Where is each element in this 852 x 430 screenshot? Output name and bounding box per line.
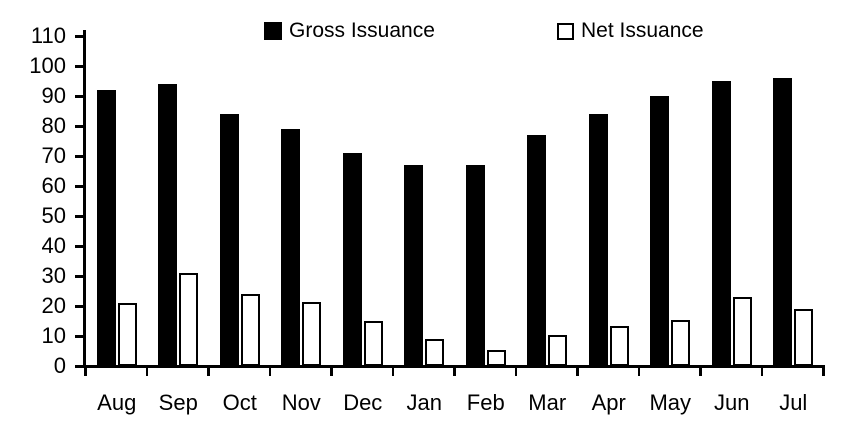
bar-net-mar xyxy=(548,334,568,366)
x-tick xyxy=(453,368,456,376)
y-tick xyxy=(75,185,84,188)
bar-net-dec xyxy=(363,321,383,366)
x-axis-label-feb: Feb xyxy=(466,390,505,415)
y-tick xyxy=(75,65,84,68)
x-tick xyxy=(514,368,517,376)
x-tick xyxy=(760,368,763,376)
y-axis-label-50: 50 xyxy=(41,203,66,228)
bar-gross-mar xyxy=(527,135,547,366)
x-axis-label-jan: Jan xyxy=(406,390,442,415)
y-axis-line xyxy=(83,30,86,368)
legend-item-net-issuance: Net Issuance xyxy=(557,19,704,43)
x-tick xyxy=(268,368,271,376)
x-tick xyxy=(84,368,87,376)
y-tick xyxy=(75,305,84,308)
legend-item-gross-issuance: Gross Issuance xyxy=(264,19,435,43)
y-tick xyxy=(75,215,84,218)
y-tick xyxy=(75,95,84,98)
bar-net-apr xyxy=(609,325,629,366)
bar-gross-jul xyxy=(773,78,793,366)
bar-net-oct xyxy=(240,294,260,366)
y-axis-label-0: 0 xyxy=(53,353,66,378)
bar-gross-feb xyxy=(465,165,485,366)
bar-gross-nov xyxy=(281,129,301,366)
bar-gross-aug xyxy=(96,90,116,366)
bar-net-jun xyxy=(732,297,752,366)
x-tick xyxy=(145,368,148,376)
x-axis-line xyxy=(83,365,825,368)
x-tick xyxy=(207,368,210,376)
gross-issuance-swatch-icon xyxy=(264,22,282,40)
bar-net-nov xyxy=(302,301,322,366)
bar-gross-oct xyxy=(219,114,239,366)
y-tick xyxy=(75,365,84,368)
x-axis-label-jun: Jun xyxy=(714,390,750,415)
x-axis-label-may: May xyxy=(649,390,692,415)
x-tick xyxy=(576,368,579,376)
x-axis-label-aug: Aug xyxy=(97,390,137,415)
y-axis-label-10: 10 xyxy=(41,323,66,348)
y-axis-label-40: 40 xyxy=(41,233,66,258)
bar-gross-jun xyxy=(711,81,731,366)
bar-gross-may xyxy=(650,96,670,366)
x-tick xyxy=(637,368,640,376)
bar-gross-apr xyxy=(588,114,608,366)
x-tick xyxy=(330,368,333,376)
y-tick xyxy=(75,275,84,278)
x-axis-label-dec: Dec xyxy=(343,390,383,415)
y-axis-label-20: 20 xyxy=(41,293,66,318)
x-tick xyxy=(699,368,702,376)
bar-net-jan xyxy=(425,339,445,366)
y-axis-label-90: 90 xyxy=(41,83,66,108)
y-tick xyxy=(75,125,84,128)
x-axis-label-jul: Jul xyxy=(779,390,808,415)
legend-label-net-issuance: Net Issuance xyxy=(581,19,704,42)
y-tick xyxy=(75,155,84,158)
y-axis-label-60: 60 xyxy=(41,173,66,198)
bar-net-aug xyxy=(117,303,137,366)
bar-net-jul xyxy=(794,309,814,366)
bar-gross-jan xyxy=(404,165,424,366)
x-tick xyxy=(391,368,394,376)
bar-gross-sep xyxy=(158,84,178,366)
bar-net-feb xyxy=(486,349,506,366)
bar-gross-dec xyxy=(342,153,362,366)
y-tick xyxy=(75,245,84,248)
x-axis-label-apr: Apr xyxy=(591,390,626,415)
bar-net-may xyxy=(671,319,691,366)
x-axis-label-mar: Mar xyxy=(528,390,567,415)
x-tick xyxy=(822,368,825,376)
y-tick xyxy=(75,335,84,338)
y-axis-label-70: 70 xyxy=(41,143,66,168)
legend-label-gross-issuance: Gross Issuance xyxy=(289,19,435,42)
bar-net-sep xyxy=(179,273,199,366)
y-tick xyxy=(75,35,84,38)
y-axis-label-110: 110 xyxy=(30,23,66,48)
y-axis-label-80: 80 xyxy=(41,113,66,138)
x-axis-label-sep: Sep xyxy=(158,390,198,415)
net-issuance-swatch-icon xyxy=(557,22,574,40)
y-axis-label-30: 30 xyxy=(41,263,66,288)
x-axis-label-nov: Nov xyxy=(281,390,321,415)
x-axis-label-oct: Oct xyxy=(222,390,257,415)
y-axis-label-100: 100 xyxy=(29,53,66,78)
